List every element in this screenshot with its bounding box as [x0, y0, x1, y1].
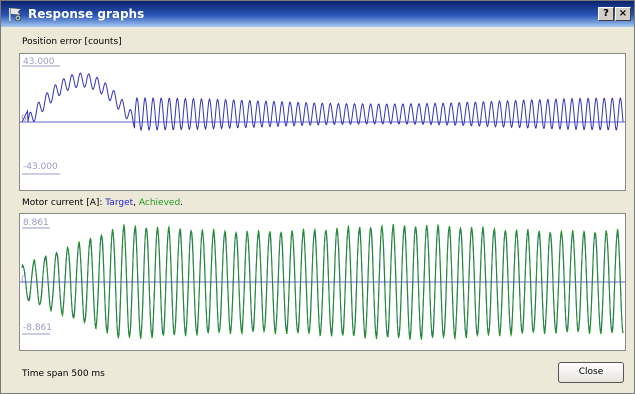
motor-current-graph [20, 223, 625, 341]
achieved-current-trace [21, 223, 624, 341]
motor-current-prefix: Motor current [A]: [22, 198, 103, 208]
position-error-graph [20, 65, 625, 175]
help-button[interactable]: ? [598, 7, 614, 21]
title-bar[interactable]: Response graphs ? × [1, 1, 634, 27]
position-max-label: 43.000 [23, 57, 55, 67]
close-button[interactable]: Close [558, 362, 624, 383]
position-min-label: -43.000 [23, 162, 58, 172]
time-span-label: Time span 500 ms [22, 369, 105, 379]
flag-gear-icon [9, 7, 22, 22]
legend-separator: , [133, 198, 137, 208]
legend-end-mark: . [180, 198, 184, 208]
current-max-label: 8.861 [23, 218, 49, 228]
target-legend: Target [105, 198, 134, 208]
motor-current-label: Motor current [A]: Target, Achieved. [22, 198, 183, 208]
achieved-legend: Achieved [138, 198, 181, 208]
title-close-button[interactable]: × [615, 7, 631, 21]
position-zero-label: 0 [21, 114, 27, 124]
window-title: Response graphs [28, 7, 145, 21]
motor-current-plot: 8.861 0 -8.861 [19, 213, 626, 351]
position-error-plot: 43.000 0 -43.000 [19, 53, 626, 191]
position-error-label: Position error [counts] [22, 37, 122, 47]
position-error-trace [21, 72, 624, 132]
current-zero-label: 0 [21, 275, 27, 285]
current-min-label: -8.861 [23, 323, 53, 333]
